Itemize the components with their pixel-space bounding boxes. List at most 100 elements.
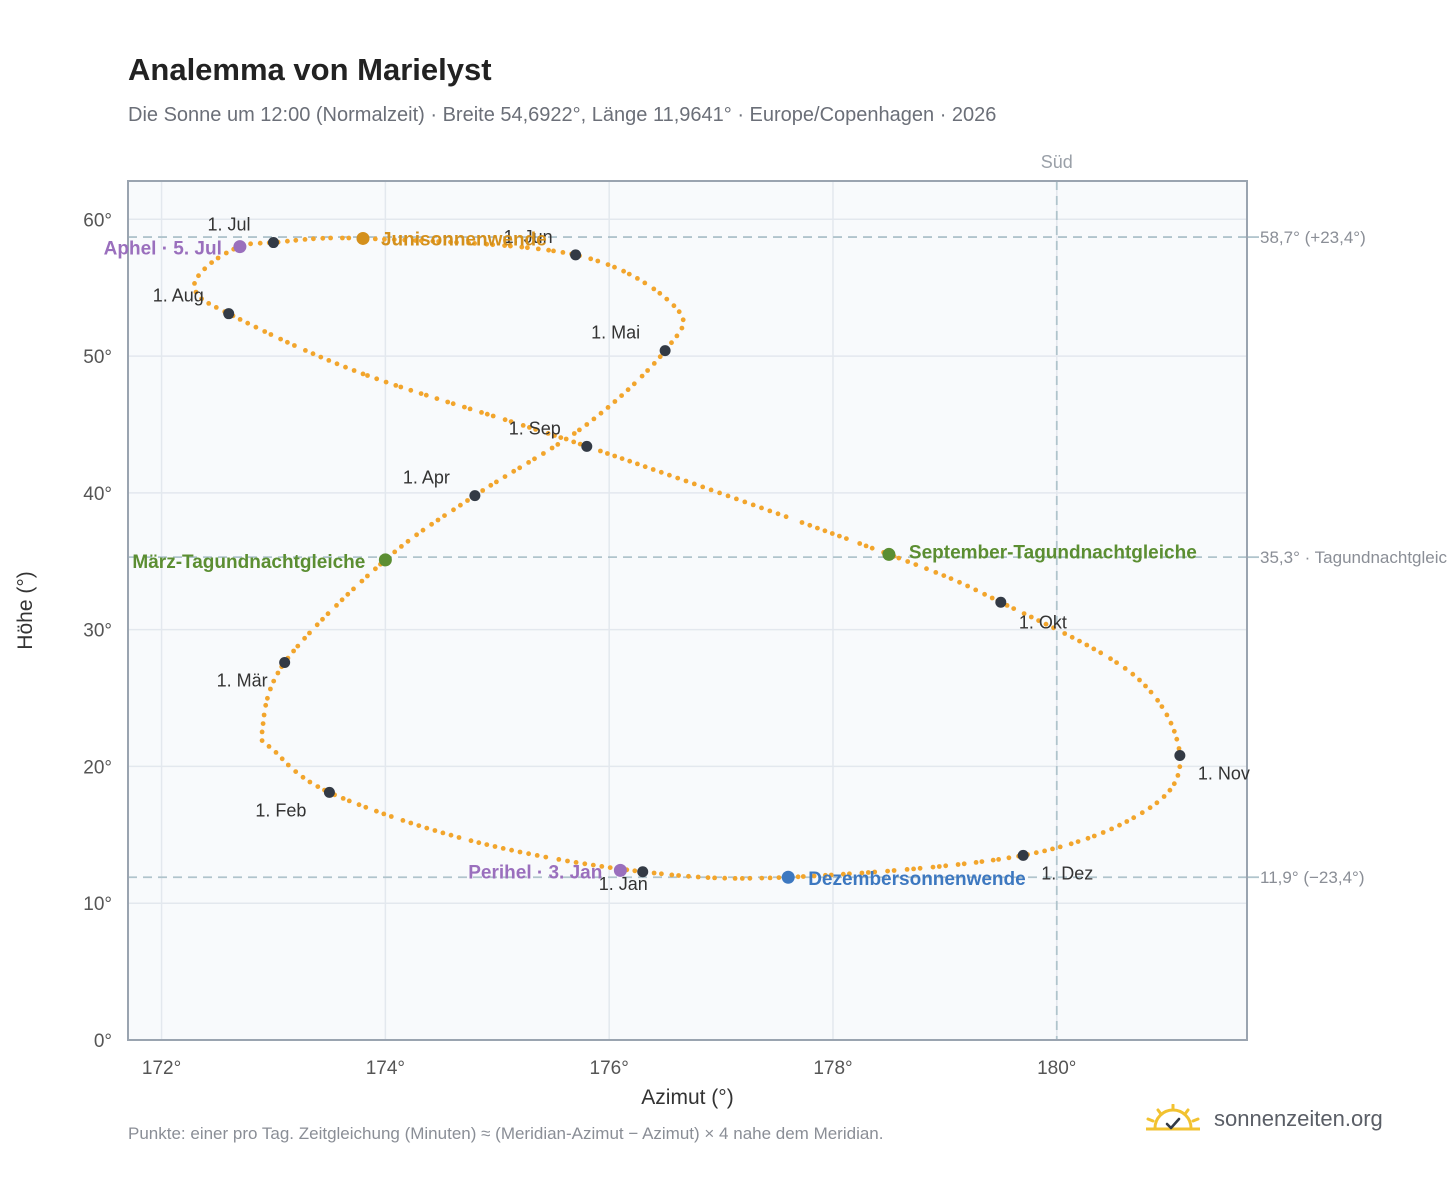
daily-point (560, 250, 566, 255)
daily-point (351, 368, 357, 373)
daily-point (590, 862, 596, 868)
event-marker (233, 240, 247, 254)
event-label: Perihel · 3. Jan (468, 862, 602, 883)
daily-point (857, 541, 863, 546)
month-label: 1. Mär (217, 670, 268, 690)
brand[interactable]: sonnenzeiten.org (1146, 1104, 1383, 1134)
daily-point (418, 238, 424, 244)
month-marker (637, 866, 649, 878)
daily-point (795, 874, 801, 880)
daily-point (326, 358, 332, 363)
daily-point (1028, 614, 1034, 620)
daily-point (1109, 826, 1114, 832)
daily-point (865, 870, 871, 875)
daily-point (1139, 810, 1145, 816)
daily-point (465, 498, 470, 503)
daily-point (571, 439, 577, 445)
daily-point (556, 857, 562, 862)
daily-point (989, 595, 995, 601)
daily-point (1091, 646, 1097, 652)
daily-point (1098, 650, 1104, 656)
daily-point (584, 422, 590, 427)
daily-point (374, 808, 379, 814)
daily-point (402, 237, 408, 243)
daily-point (328, 235, 333, 241)
daily-point (466, 240, 471, 246)
daily-point (1174, 736, 1180, 742)
daily-point (285, 339, 290, 345)
daily-point (534, 853, 540, 858)
daily-point (448, 239, 453, 245)
x-tick-label: 172° (142, 1058, 181, 1079)
y-tick-label: 0° (94, 1031, 112, 1052)
daily-point (295, 643, 301, 649)
daily-point (1148, 689, 1154, 695)
daily-point (1177, 764, 1183, 770)
daily-point (360, 371, 366, 377)
daily-point (435, 517, 441, 523)
daily-point (674, 333, 680, 339)
daily-point (285, 238, 290, 244)
daily-point (303, 348, 308, 353)
daily-point (399, 544, 404, 549)
daily-point (480, 488, 486, 493)
daily-point (598, 410, 604, 416)
daily-point (807, 522, 813, 528)
month-marker (469, 490, 481, 502)
daily-point (408, 820, 414, 826)
month-marker (659, 345, 671, 357)
daily-point (747, 875, 753, 881)
daily-point (223, 250, 229, 256)
daily-point (605, 451, 610, 456)
daily-point (215, 255, 221, 261)
daily-point (667, 472, 672, 478)
daily-point (451, 507, 456, 513)
daily-point (930, 864, 936, 870)
daily-point (192, 281, 197, 286)
daily-point (199, 296, 205, 302)
daily-point (262, 329, 268, 334)
daily-point (293, 769, 299, 774)
daily-point (607, 865, 613, 870)
daily-point (722, 875, 728, 881)
daily-point (863, 543, 869, 549)
daily-point (759, 875, 765, 881)
daily-point (372, 236, 378, 242)
daily-point (645, 368, 650, 373)
daily-point (462, 404, 467, 410)
daily-point (1057, 844, 1063, 850)
y-tick-label: 30° (83, 621, 112, 642)
y-tick-label: 60° (83, 210, 112, 231)
daily-point (767, 508, 773, 514)
daily-point (398, 384, 404, 390)
south-line-label: Süd (1041, 152, 1073, 172)
daily-point (436, 239, 441, 244)
daily-point (891, 868, 897, 873)
daily-point (776, 875, 782, 880)
daily-point (625, 387, 631, 393)
daily-point (292, 343, 297, 348)
daily-point (905, 559, 911, 564)
daily-point (599, 864, 605, 869)
daily-point (365, 373, 370, 378)
daily-point (468, 838, 474, 844)
daily-point (571, 431, 577, 436)
daily-point (982, 591, 987, 597)
daily-point (1043, 621, 1049, 627)
daily-point (1130, 671, 1136, 677)
y-tick-label: 50° (83, 347, 112, 368)
x-tick-label: 178° (813, 1058, 852, 1079)
daily-point (829, 531, 835, 536)
daily-point (742, 499, 748, 505)
month-marker (1174, 749, 1186, 761)
month-marker (995, 596, 1007, 608)
daily-point (359, 578, 365, 584)
daily-point (467, 406, 473, 412)
daily-point (519, 244, 525, 250)
daily-point (1154, 800, 1160, 806)
daily-point (1091, 833, 1097, 839)
daily-point (837, 533, 842, 539)
daily-point (259, 738, 265, 743)
daily-point (1068, 841, 1074, 847)
daily-point (307, 630, 312, 636)
